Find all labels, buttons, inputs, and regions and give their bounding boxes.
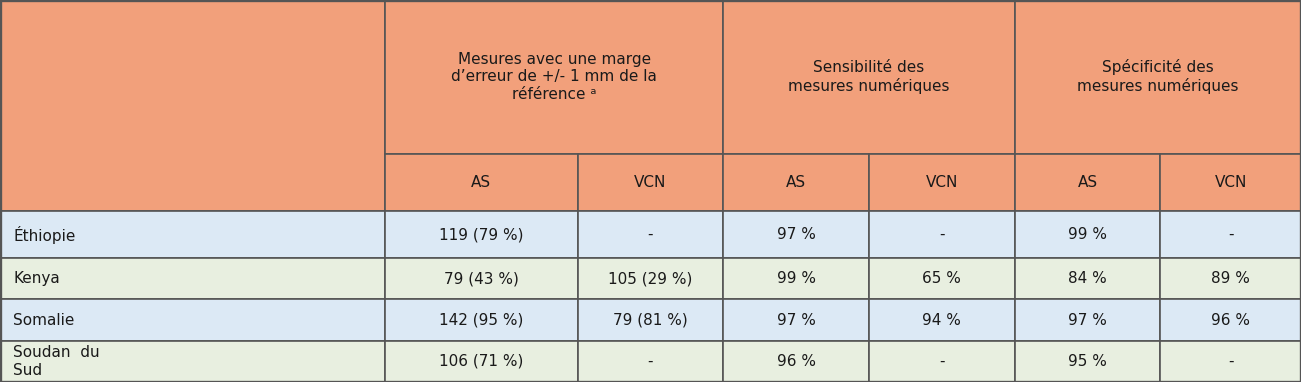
Text: -: - — [1228, 354, 1233, 369]
Text: 79 (43 %): 79 (43 %) — [444, 271, 519, 286]
Bar — [723, 0, 1015, 154]
Bar — [0, 0, 385, 211]
Text: 97 %: 97 % — [777, 227, 816, 242]
Text: Mesures avec une marge
d’erreur de +/- 1 mm de la
référence ᵃ: Mesures avec une marge d’erreur de +/- 1… — [451, 52, 657, 102]
Bar — [1160, 211, 1301, 258]
Text: 79 (81 %): 79 (81 %) — [613, 312, 688, 328]
Text: 119 (79 %): 119 (79 %) — [440, 227, 523, 242]
Bar — [578, 211, 723, 258]
Bar — [0, 258, 385, 299]
Bar — [385, 299, 578, 341]
Text: -: - — [939, 354, 945, 369]
Text: 99 %: 99 % — [777, 271, 816, 286]
Bar — [1015, 211, 1160, 258]
Bar — [578, 154, 723, 211]
Text: 94 %: 94 % — [922, 312, 961, 328]
Bar — [1015, 154, 1160, 211]
Text: 84 %: 84 % — [1068, 271, 1107, 286]
Text: Sensibilité des
mesures numériques: Sensibilité des mesures numériques — [788, 60, 950, 94]
Bar — [1160, 341, 1301, 382]
Text: VCN: VCN — [1215, 175, 1246, 190]
Bar — [578, 299, 723, 341]
Bar — [723, 154, 869, 211]
Bar — [1015, 341, 1160, 382]
Bar — [578, 258, 723, 299]
Bar — [723, 211, 869, 258]
Text: -: - — [648, 227, 653, 242]
Text: Kenya: Kenya — [13, 271, 60, 286]
Bar — [869, 154, 1015, 211]
Bar — [0, 299, 385, 341]
Bar — [385, 154, 578, 211]
Bar — [385, 258, 578, 299]
Text: VCN: VCN — [635, 175, 666, 190]
Text: 97 %: 97 % — [1068, 312, 1107, 328]
Bar — [1160, 154, 1301, 211]
Bar — [1160, 299, 1301, 341]
Text: VCN: VCN — [926, 175, 958, 190]
Bar — [385, 341, 578, 382]
Bar — [869, 341, 1015, 382]
Text: AS: AS — [1077, 175, 1098, 190]
Text: 97 %: 97 % — [777, 312, 816, 328]
Text: Somalie: Somalie — [13, 312, 74, 328]
Text: -: - — [648, 354, 653, 369]
Bar — [578, 341, 723, 382]
Bar — [723, 299, 869, 341]
Bar — [869, 211, 1015, 258]
Text: Éthiopie: Éthiopie — [13, 225, 75, 244]
Text: 89 %: 89 % — [1211, 271, 1250, 286]
Bar — [385, 211, 578, 258]
Text: 99 %: 99 % — [1068, 227, 1107, 242]
Text: -: - — [939, 227, 945, 242]
Text: Spécificité des
mesures numériques: Spécificité des mesures numériques — [1077, 60, 1239, 94]
Bar — [385, 0, 723, 154]
Bar — [1160, 258, 1301, 299]
Text: 106 (71 %): 106 (71 %) — [440, 354, 523, 369]
Bar — [1015, 258, 1160, 299]
Bar — [723, 341, 869, 382]
Bar — [0, 341, 385, 382]
Text: 65 %: 65 % — [922, 271, 961, 286]
Bar — [1015, 0, 1301, 154]
Text: 96 %: 96 % — [1211, 312, 1250, 328]
Text: AS: AS — [786, 175, 807, 190]
Text: AS: AS — [471, 175, 492, 190]
Bar — [869, 299, 1015, 341]
Bar — [869, 258, 1015, 299]
Text: 96 %: 96 % — [777, 354, 816, 369]
Bar — [723, 258, 869, 299]
Bar — [0, 211, 385, 258]
Text: -: - — [1228, 227, 1233, 242]
Text: 95 %: 95 % — [1068, 354, 1107, 369]
Text: 142 (95 %): 142 (95 %) — [440, 312, 523, 328]
Text: 105 (29 %): 105 (29 %) — [609, 271, 692, 286]
Bar — [1015, 299, 1160, 341]
Text: Soudan  du
Sud: Soudan du Sud — [13, 345, 100, 377]
